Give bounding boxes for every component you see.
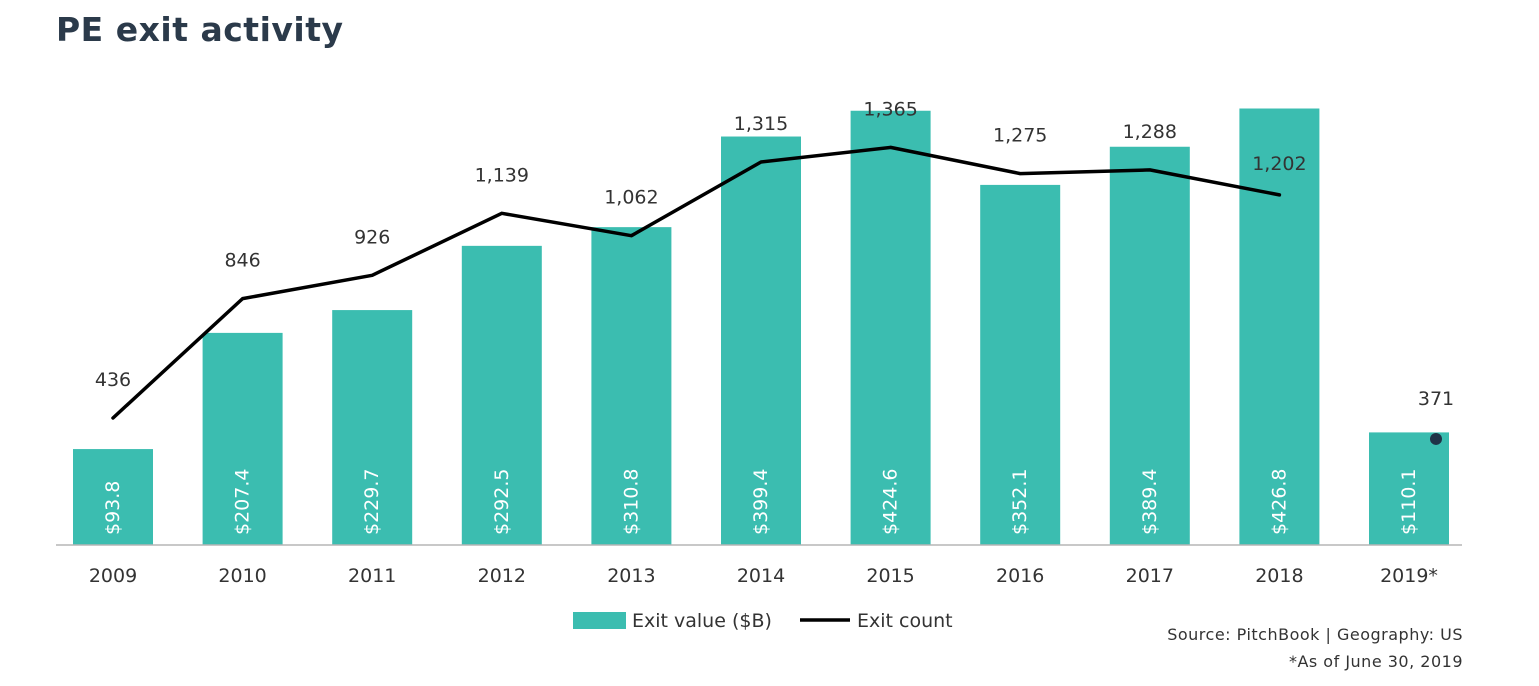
x-tick-2010: 2010 [218,565,266,587]
bar-2012 [461,245,542,545]
bar-value-label-2017: $389.4 [1139,469,1161,535]
bar-value-label-2011: $229.7 [361,469,383,535]
bar-value-label-2010: $207.4 [232,469,254,535]
legend-swatch-exit-value [573,612,626,629]
exit-count-label-2010: 846 [224,250,260,272]
bar-2014 [721,136,801,546]
legend: Exit value ($B) Exit count [573,610,953,632]
exit-count-label-2019: 371 [1418,388,1454,410]
exit-count-label-2015: 1,365 [863,98,917,120]
footnote-text: *As of June 30, 2019 [1288,652,1463,671]
bar-2011 [332,310,413,545]
bar-value-label-2012: $292.5 [491,469,513,535]
x-tick-2018: 2018 [1255,565,1303,587]
bar-2010 [202,332,283,545]
bar-value-label-2019: $110.1 [1398,469,1420,535]
exit-count-label-2016: 1,275 [993,125,1047,147]
bar-value-label-2018: $426.8 [1268,469,1290,535]
bar-2018 [1239,108,1320,545]
x-tick-2011: 2011 [348,565,396,587]
exit-count-label-2018: 1,202 [1252,153,1306,175]
bar-value-label-2009: $93.8 [102,481,124,535]
chart-title: PE exit activity [56,10,344,49]
bar-value-label-2013: $310.8 [620,469,642,535]
x-tick-2009: 2009 [89,565,137,587]
exit-count-label-2014: 1,315 [734,113,788,135]
x-tick-2015: 2015 [866,565,914,587]
x-tick-2012: 2012 [478,565,526,587]
source-note: Source: PitchBook | Geography: US *As of… [1167,621,1463,675]
exit-count-label-2012: 1,139 [475,164,529,186]
exit-count-label-2013: 1,062 [604,187,658,209]
bar-2015 [850,110,931,545]
bar-2016 [980,184,1061,546]
x-tick-2016: 2016 [996,565,1044,587]
x-tick-2019: 2019* [1380,565,1438,587]
exit-count-point-2019 [1430,432,1442,445]
bar-2017 [1109,146,1190,545]
bar-2009 [73,449,153,545]
legend-label-exit-count: Exit count [857,610,953,632]
bar-value-label-2015: $424.6 [880,469,902,535]
source-text: Source: PitchBook | Geography: US [1167,625,1463,644]
bar-value-label-2014: $399.4 [750,469,772,535]
legend-label-exit-value: Exit value ($B) [632,610,772,632]
exit-count-label-2011: 926 [354,226,390,248]
exit-count-label-2009: 436 [95,369,131,391]
exit-count-line [111,145,1282,420]
exit-count-label-2017: 1,288 [1123,121,1177,143]
x-tick-2014: 2014 [737,565,785,587]
bar-value-label-2016: $352.1 [1009,469,1031,535]
bar-2019 [1369,432,1449,545]
bar-2013 [591,227,672,546]
x-tick-2013: 2013 [607,565,655,587]
x-tick-2017: 2017 [1126,565,1174,587]
